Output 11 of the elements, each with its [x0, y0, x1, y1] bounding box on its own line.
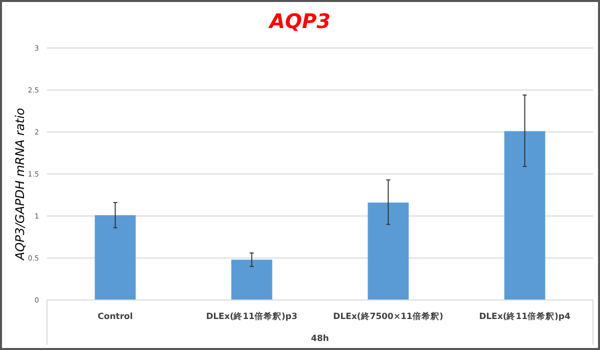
- bar: [504, 131, 546, 300]
- bar: [94, 215, 136, 300]
- x-tick-label: DLEx(終11倍希釈)p3: [206, 311, 298, 322]
- x-tick-label: DLEx(終11倍希釈)p4: [479, 311, 571, 322]
- y-axis-title: AQP3/GAPDH mRNA ratio: [13, 108, 27, 262]
- bar: [368, 202, 409, 300]
- x-tick-label: DLEx(終7500×11倍希釈): [333, 311, 444, 322]
- x-axis-title: 48h: [311, 334, 329, 344]
- chart-title: AQP3: [267, 9, 331, 33]
- bar: [231, 260, 272, 300]
- x-tick-label: Control: [98, 312, 133, 322]
